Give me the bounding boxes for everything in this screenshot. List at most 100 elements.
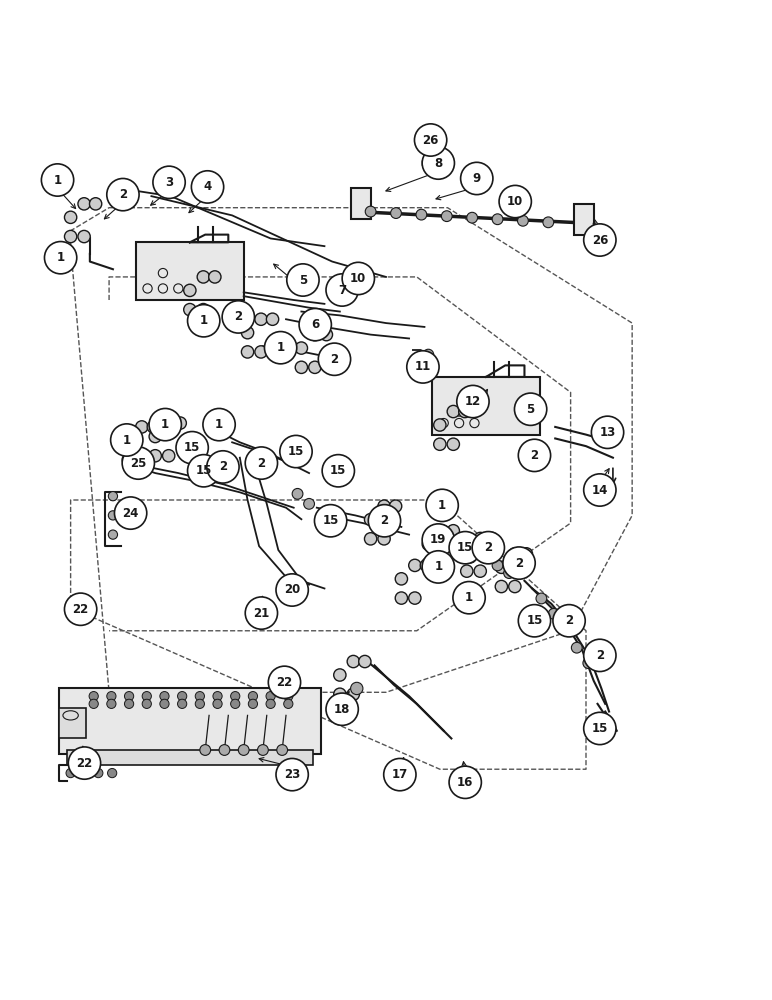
Text: 14: 14: [591, 484, 608, 497]
Text: 1: 1: [276, 341, 285, 354]
Circle shape: [142, 699, 151, 708]
Circle shape: [391, 208, 401, 218]
Circle shape: [208, 271, 221, 283]
Circle shape: [509, 580, 521, 593]
Circle shape: [461, 546, 473, 558]
Circle shape: [314, 505, 347, 537]
Circle shape: [255, 313, 267, 325]
Circle shape: [80, 768, 89, 778]
Circle shape: [78, 198, 90, 210]
Circle shape: [384, 758, 416, 791]
Circle shape: [571, 642, 582, 653]
Text: 11: 11: [415, 360, 431, 373]
Circle shape: [330, 508, 341, 518]
Circle shape: [107, 768, 117, 778]
Circle shape: [584, 712, 616, 745]
Text: 2: 2: [119, 188, 127, 201]
Circle shape: [258, 745, 269, 755]
Circle shape: [303, 498, 314, 509]
Circle shape: [347, 688, 360, 700]
Text: 3: 3: [165, 176, 173, 189]
FancyBboxPatch shape: [59, 708, 86, 738]
Circle shape: [422, 147, 455, 179]
Circle shape: [89, 699, 98, 708]
Circle shape: [422, 557, 435, 570]
Circle shape: [107, 692, 116, 701]
Text: 7: 7: [338, 284, 346, 297]
Circle shape: [389, 500, 401, 512]
Circle shape: [422, 538, 435, 550]
Text: 15: 15: [330, 464, 347, 477]
Text: 1: 1: [123, 434, 130, 447]
Text: 15: 15: [591, 722, 608, 735]
Text: 15: 15: [457, 541, 473, 554]
Circle shape: [584, 224, 616, 256]
Text: 1: 1: [434, 560, 442, 573]
Circle shape: [422, 524, 455, 556]
Circle shape: [365, 206, 376, 217]
Circle shape: [184, 284, 196, 297]
Circle shape: [415, 124, 447, 156]
Circle shape: [503, 547, 535, 579]
Circle shape: [342, 262, 374, 295]
Circle shape: [459, 405, 471, 418]
Circle shape: [207, 451, 239, 483]
Circle shape: [408, 559, 421, 572]
Circle shape: [518, 439, 550, 472]
Circle shape: [45, 242, 76, 274]
Text: 1: 1: [161, 418, 169, 431]
Circle shape: [188, 455, 220, 487]
Circle shape: [195, 692, 205, 701]
Circle shape: [191, 171, 224, 203]
Text: 2: 2: [515, 557, 523, 570]
Circle shape: [326, 693, 358, 725]
Circle shape: [364, 513, 377, 526]
Circle shape: [108, 530, 117, 539]
Circle shape: [136, 421, 148, 433]
Circle shape: [309, 328, 321, 341]
Circle shape: [222, 301, 255, 333]
Circle shape: [197, 271, 209, 283]
Circle shape: [447, 525, 459, 537]
Circle shape: [277, 745, 287, 755]
Circle shape: [266, 699, 276, 708]
Circle shape: [283, 699, 293, 708]
Circle shape: [153, 166, 185, 198]
Circle shape: [283, 692, 293, 701]
Circle shape: [368, 505, 401, 537]
Circle shape: [188, 305, 220, 337]
Circle shape: [65, 211, 76, 223]
Circle shape: [178, 692, 187, 701]
Circle shape: [435, 557, 448, 570]
Text: 22: 22: [76, 757, 93, 770]
Circle shape: [124, 692, 134, 701]
Circle shape: [520, 548, 533, 560]
Circle shape: [107, 178, 139, 211]
Text: 2: 2: [565, 614, 573, 627]
Text: 10: 10: [350, 272, 367, 285]
Circle shape: [255, 346, 267, 358]
Circle shape: [149, 408, 181, 441]
Text: 22: 22: [276, 676, 293, 689]
FancyBboxPatch shape: [66, 750, 313, 765]
Circle shape: [395, 592, 408, 604]
Circle shape: [486, 532, 498, 545]
Circle shape: [447, 405, 459, 418]
Circle shape: [213, 692, 222, 701]
Circle shape: [378, 533, 390, 545]
Text: 1: 1: [215, 418, 223, 431]
Circle shape: [239, 745, 249, 755]
Circle shape: [453, 582, 486, 614]
Circle shape: [276, 758, 308, 791]
Circle shape: [147, 421, 160, 433]
Text: 2: 2: [484, 541, 493, 554]
Circle shape: [231, 692, 240, 701]
Circle shape: [160, 699, 169, 708]
Circle shape: [108, 492, 117, 501]
Circle shape: [176, 432, 208, 464]
Circle shape: [322, 455, 354, 487]
Circle shape: [457, 385, 489, 418]
Circle shape: [434, 438, 446, 450]
FancyBboxPatch shape: [574, 204, 594, 235]
Circle shape: [359, 655, 371, 668]
